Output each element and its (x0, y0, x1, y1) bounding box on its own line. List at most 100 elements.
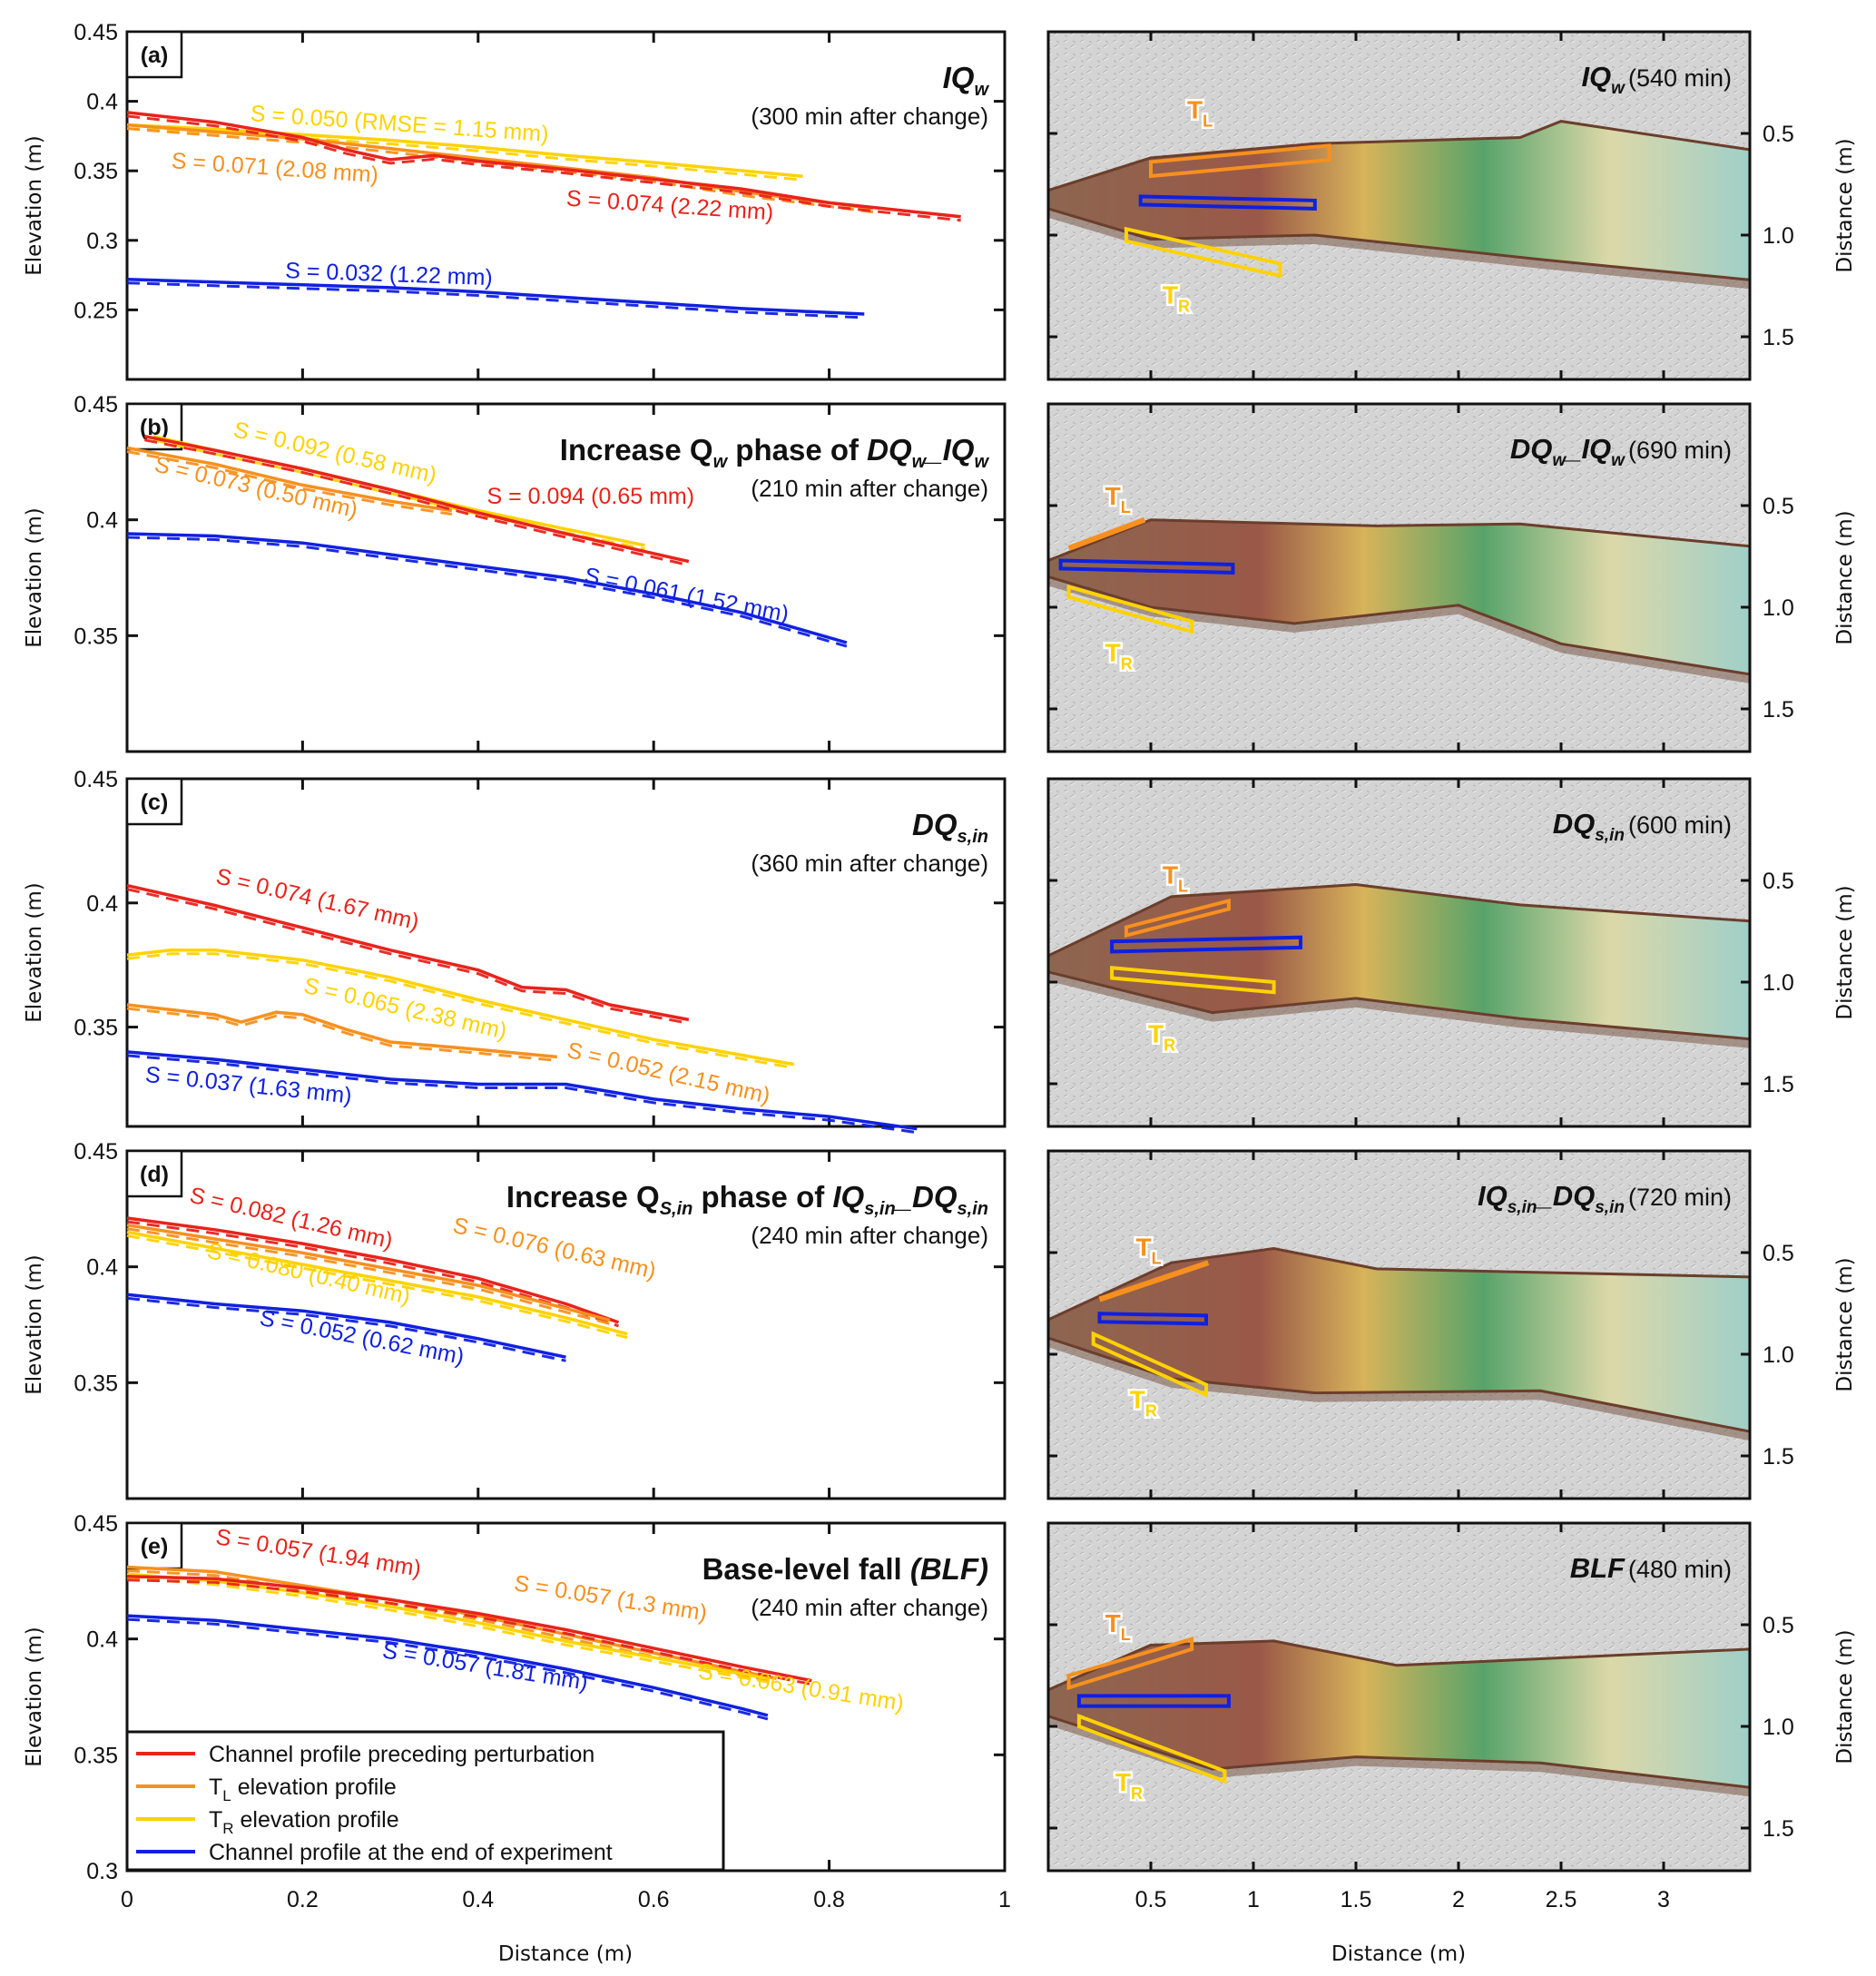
y-tick-label: 0.35 (74, 1016, 118, 1041)
series-line-preceding (126, 1216, 620, 1324)
panel-title: Increase Qw phase of DQw_IQw (560, 433, 990, 472)
map-title-sub: s,in (1508, 1198, 1537, 1217)
channel-profile-box (1058, 558, 1235, 575)
legend-label-tr: TR elevation profile (209, 1807, 399, 1837)
map-y-tick-label: 1.0 (1763, 595, 1794, 621)
tr-map-label-sub: R (1164, 1036, 1175, 1054)
left-xlabel: Distance (m) (498, 1942, 633, 1966)
tr-map-label-t: T (1115, 1768, 1131, 1796)
title-italic2: _DQ (894, 1180, 958, 1214)
map-y-axis-title: Distance (m) (1833, 885, 1857, 1019)
legend-label-tl: TL elevation profile (209, 1774, 397, 1804)
tr-map-label-sub: R (1178, 297, 1190, 315)
y-tick-label: 0.3 (86, 229, 118, 254)
title-subscript: w (974, 80, 989, 100)
legend-label-main: T (209, 1774, 222, 1800)
x-tick-label: 0.6 (638, 1887, 670, 1912)
y-tick-label: 0.45 (74, 1511, 118, 1537)
tr-profile-box (1110, 966, 1276, 995)
panel-title: Base-level fall (BLF) (702, 1552, 988, 1586)
series-line-tl (126, 1003, 557, 1059)
map-title-time: (600 min) (1628, 811, 1732, 839)
series-line-preceding (143, 434, 690, 564)
tl-map-label: TL (1105, 1609, 1131, 1644)
tr-map-label-sub: R (1121, 655, 1133, 673)
series-dashed-end (126, 536, 848, 648)
tl-map-label: TL (1163, 861, 1188, 896)
tr-map-label-t: T (1130, 1386, 1145, 1414)
series-dashed-tr (126, 1234, 628, 1340)
title-italic-sub: s,in (864, 1199, 895, 1219)
map-frame (1046, 30, 1752, 381)
map-x-tick-label: 0.5 (1135, 1887, 1167, 1912)
tr-map-label-sub: R (1131, 1784, 1143, 1803)
title-italic: IQ (832, 1180, 864, 1214)
map-x-tick-label: 1.5 (1341, 1887, 1372, 1912)
map-title-sub: s,in (1595, 826, 1625, 845)
x-tick-label: 0.8 (813, 1887, 845, 1912)
series-line-end (126, 1614, 769, 1717)
legend-label-main: T (209, 1807, 222, 1833)
map-y-tick-label: 1.0 (1763, 1715, 1794, 1740)
tr-map-label-t: T (1163, 280, 1178, 309)
map-frame (1046, 777, 1752, 1128)
title-main: IQ (943, 61, 975, 94)
title-subscript: S,in (660, 1199, 693, 1219)
series-dashed-end (126, 281, 865, 320)
map-frame (1046, 1521, 1752, 1873)
map-title-sub: w (1611, 79, 1626, 98)
panel-tag: (d) (140, 1162, 169, 1187)
series-dashed-tl (126, 127, 874, 214)
channel-elevation-map (1048, 518, 1750, 676)
y-tick-label: 0.4 (86, 1627, 118, 1653)
tl-profile-box (1066, 1637, 1194, 1691)
y-tick-label: 0.25 (74, 298, 118, 323)
panel-subtitle: (360 min after change) (751, 850, 988, 877)
panel-title: Increase QS,in phase of IQs,in_DQs,in (506, 1180, 988, 1219)
series-line-preceding (126, 1574, 812, 1683)
map-title-time: (480 min) (1628, 1556, 1732, 1583)
channel-profile-box (1076, 1694, 1231, 1708)
map-x-tick-label: 1 (1247, 1887, 1260, 1912)
map-x-tick-label: 2.5 (1546, 1887, 1577, 1912)
series-line-end (126, 532, 848, 644)
map-frame (1046, 402, 1752, 753)
map-y-tick-label: 0.5 (1763, 122, 1794, 147)
title-italic2-sub: s,in (958, 1199, 988, 1219)
channel-profile-box (1097, 1312, 1208, 1326)
panel-tag-box (125, 1521, 183, 1570)
title-main: Increase Q (560, 433, 713, 467)
series-line-tl (126, 1223, 611, 1322)
tl-map-label-t: T (1105, 1609, 1121, 1637)
title-rest: phase of (692, 1180, 832, 1214)
map-title-time: (720 min) (1628, 1184, 1732, 1211)
series-line-preceding (126, 883, 690, 1022)
title-italic2: _IQ (924, 433, 975, 467)
title-main: Increase Q (506, 1180, 660, 1214)
map-title-time: (540 min) (1628, 64, 1732, 92)
title-italic2-sub: w (974, 452, 989, 472)
title-main: Base-level fall (702, 1552, 910, 1586)
x-tick-label: 0.2 (287, 1887, 319, 1912)
legend: Channel profile preceding perturbation TL… (125, 1730, 725, 1872)
map-x-tick-label: 2 (1452, 1887, 1465, 1912)
series-line-tr (126, 1230, 628, 1336)
legend-label-rest: elevation profile (231, 1774, 397, 1800)
map-y-axis-title: Distance (m) (1833, 1629, 1857, 1764)
tr-map-label-t: T (1105, 639, 1121, 667)
y-tick-label: 0.4 (86, 508, 118, 534)
series-dashed-end (126, 1296, 566, 1362)
tl-profile-box (1149, 143, 1331, 179)
panel-tag-box (125, 777, 183, 826)
tl-map-label-sub: L (1178, 878, 1188, 896)
map-title-mid-sub: w (1611, 451, 1626, 470)
y-axis-title: Elevation (m) (23, 1627, 46, 1767)
legend-label-preceding: Channel profile preceding perturbation (209, 1742, 594, 1767)
tr-profile-box (1076, 1713, 1227, 1784)
